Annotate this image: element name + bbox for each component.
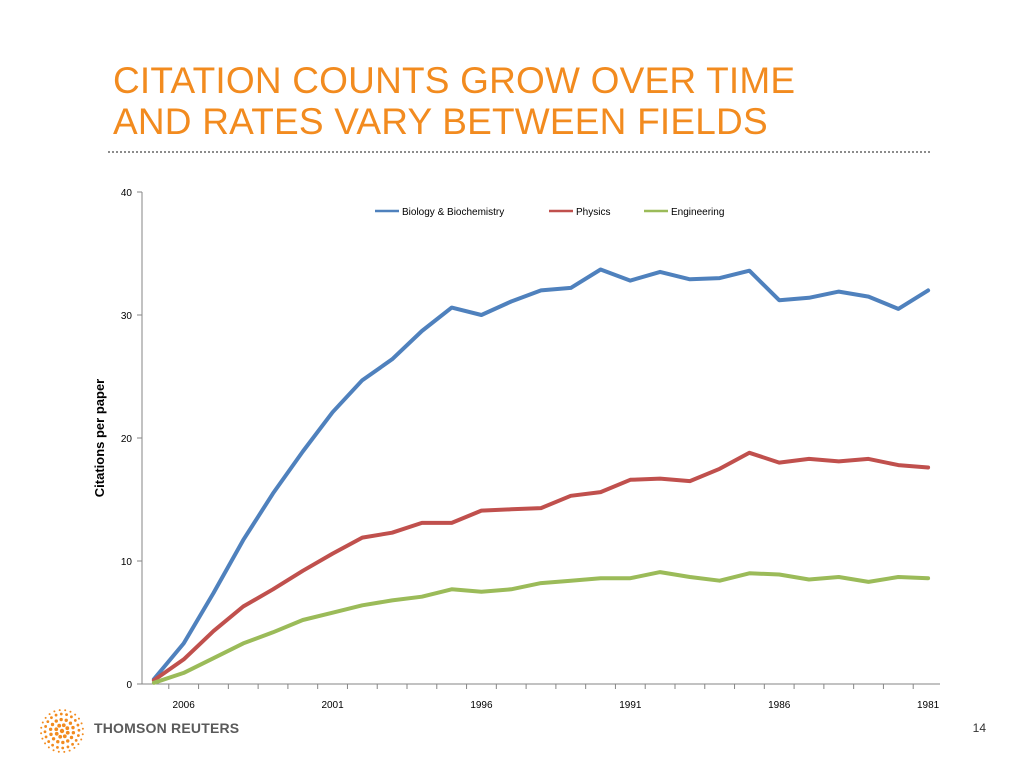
logo-dot xyxy=(40,732,43,735)
logo-dot xyxy=(57,750,60,753)
logo-dot xyxy=(50,722,55,727)
logo-dot xyxy=(66,739,70,743)
logo-dot xyxy=(40,726,43,729)
logo-dot xyxy=(61,746,65,750)
slide-title-line-1: CITATION COUNTS GROW OVER TIME xyxy=(113,60,796,101)
logo-dot xyxy=(53,710,56,713)
logo-dot xyxy=(69,710,72,713)
x-tick-label: 1996 xyxy=(470,700,493,711)
x-tick-label: 2001 xyxy=(321,700,344,711)
logo-dot xyxy=(48,713,51,716)
logo-dot xyxy=(71,725,75,730)
logo-dot xyxy=(51,737,56,741)
y-tick-label: 30 xyxy=(121,311,133,322)
logo-dot xyxy=(77,717,80,720)
logo-dot xyxy=(81,733,84,736)
x-tick-label: 2006 xyxy=(173,700,196,711)
series-line-0 xyxy=(151,267,931,682)
legend-label-1: Physics xyxy=(576,207,610,218)
logo-dot xyxy=(56,739,60,744)
x-tick-label: 1981 xyxy=(917,700,940,711)
logo-dot xyxy=(73,746,76,749)
logo-dot xyxy=(44,716,47,719)
logo-dot xyxy=(66,745,70,749)
logo-dot xyxy=(56,745,59,749)
logo-dot xyxy=(59,728,65,734)
logo-dot xyxy=(47,740,51,743)
logo-dot xyxy=(69,735,74,740)
y-axis-title: Citations per paper xyxy=(92,379,107,497)
logo-dot xyxy=(61,723,66,728)
logo-dot xyxy=(71,742,74,746)
y-tick-label: 10 xyxy=(121,557,133,568)
legend-label-0: Biology & Biochemistry xyxy=(402,207,504,218)
logo-dot xyxy=(58,709,61,712)
slide-title: CITATION COUNTS GROW OVER TIME AND RATES… xyxy=(113,60,933,142)
logo-dot xyxy=(49,732,53,737)
y-tick-label: 20 xyxy=(121,434,133,445)
logo-dot xyxy=(74,713,77,716)
logo-dot xyxy=(58,734,63,739)
logo-dot xyxy=(44,735,48,739)
logo-dot xyxy=(63,750,66,753)
logo-dot xyxy=(54,727,59,732)
series-line-1 xyxy=(151,450,931,683)
logo-dot xyxy=(57,723,62,728)
series-line-2 xyxy=(151,570,931,685)
logo-dot xyxy=(76,734,80,737)
logo-dot xyxy=(64,718,68,723)
legend-label-2: Engineering xyxy=(671,207,724,218)
logo-dot xyxy=(47,746,50,749)
logo-dot xyxy=(59,712,63,716)
title-divider xyxy=(108,151,930,153)
logo-dot xyxy=(71,731,76,735)
y-tick-label: 0 xyxy=(126,680,132,691)
logo-dot xyxy=(73,719,77,722)
logo-dot xyxy=(48,727,53,731)
brand-footer: THOMSON REUTERS xyxy=(40,709,239,753)
logo-dot xyxy=(65,713,68,717)
y-tick-label: 40 xyxy=(121,188,133,199)
logo-dot xyxy=(50,716,53,720)
logo-dot xyxy=(80,722,83,725)
logo-dot xyxy=(51,743,55,747)
logo-dot xyxy=(52,749,55,752)
logo-dot xyxy=(80,738,83,741)
logo-dot xyxy=(59,717,63,722)
logo-dot xyxy=(65,730,70,735)
logo-dot xyxy=(77,743,80,746)
logo-dot xyxy=(69,715,73,719)
logo-dot xyxy=(68,749,71,752)
x-tick-label: 1991 xyxy=(619,700,642,711)
logo-dot xyxy=(46,720,50,724)
logo-dot xyxy=(54,713,58,717)
logo-dot xyxy=(54,731,59,736)
logo-dot xyxy=(41,737,44,740)
logo-dot xyxy=(65,726,70,731)
logo-dot xyxy=(61,740,65,745)
logo-dot xyxy=(76,723,80,727)
logo-dot xyxy=(43,730,47,734)
brand-name: THOMSON REUTERS xyxy=(94,720,240,736)
logo-dot xyxy=(77,728,81,732)
logo-dot xyxy=(41,721,44,724)
x-tick-label: 1986 xyxy=(768,700,791,711)
logo-dot xyxy=(44,742,47,745)
slide-title-line-2: AND RATES VARY BETWEEN FIELDS xyxy=(113,101,768,142)
page-number: 14 xyxy=(972,721,986,735)
logo-dot xyxy=(74,738,78,742)
logo-dot xyxy=(62,734,67,739)
logo-dot xyxy=(68,721,73,725)
logo-dot xyxy=(44,725,48,728)
logo-dot xyxy=(64,709,67,712)
thomson-reuters-dot-sphere-icon xyxy=(40,709,84,753)
logo-dot xyxy=(81,727,84,730)
logo-dot xyxy=(54,719,58,723)
